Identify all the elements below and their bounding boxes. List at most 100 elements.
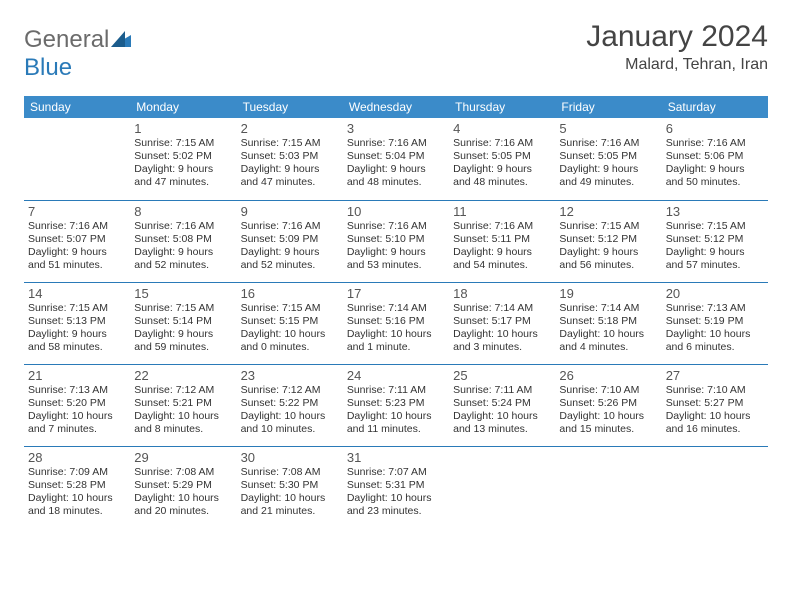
daylight-text: and 13 minutes. [453, 423, 551, 436]
calendar-cell: 16Sunrise: 7:15 AMSunset: 5:15 PMDayligh… [237, 282, 343, 364]
sunrise-text: Sunrise: 7:09 AM [28, 466, 126, 479]
sunrise-text: Sunrise: 7:16 AM [453, 137, 551, 150]
day-number: 10 [347, 204, 445, 219]
sunset-text: Sunset: 5:12 PM [666, 233, 764, 246]
calendar-cell: 6Sunrise: 7:16 AMSunset: 5:06 PMDaylight… [662, 118, 768, 200]
calendar-week-row: 7Sunrise: 7:16 AMSunset: 5:07 PMDaylight… [24, 200, 768, 282]
daylight-text: and 51 minutes. [28, 259, 126, 272]
sunrise-text: Sunrise: 7:13 AM [666, 302, 764, 315]
brand-logo: GeneralBlue [24, 26, 131, 82]
day-number: 3 [347, 121, 445, 136]
calendar-cell: 30Sunrise: 7:08 AMSunset: 5:30 PMDayligh… [237, 446, 343, 528]
calendar-cell: 14Sunrise: 7:15 AMSunset: 5:13 PMDayligh… [24, 282, 130, 364]
location-text: Malard, Tehran, Iran [586, 56, 768, 74]
calendar-cell: 18Sunrise: 7:14 AMSunset: 5:17 PMDayligh… [449, 282, 555, 364]
calendar-cell: 9Sunrise: 7:16 AMSunset: 5:09 PMDaylight… [237, 200, 343, 282]
day-number: 5 [559, 121, 657, 136]
daylight-text: Daylight: 9 hours [28, 328, 126, 341]
daylight-text: Daylight: 10 hours [134, 410, 232, 423]
sunrise-text: Sunrise: 7:15 AM [666, 220, 764, 233]
sunrise-text: Sunrise: 7:11 AM [347, 384, 445, 397]
sunrise-text: Sunrise: 7:16 AM [241, 220, 339, 233]
daylight-text: Daylight: 10 hours [347, 328, 445, 341]
sunset-text: Sunset: 5:20 PM [28, 397, 126, 410]
sunrise-text: Sunrise: 7:16 AM [453, 220, 551, 233]
day-number: 2 [241, 121, 339, 136]
calendar-cell: 8Sunrise: 7:16 AMSunset: 5:08 PMDaylight… [130, 200, 236, 282]
daylight-text: Daylight: 9 hours [666, 246, 764, 259]
month-title: January 2024 [586, 20, 768, 54]
sunset-text: Sunset: 5:11 PM [453, 233, 551, 246]
sunrise-text: Sunrise: 7:14 AM [347, 302, 445, 315]
sunset-text: Sunset: 5:05 PM [453, 150, 551, 163]
calendar-cell [449, 446, 555, 528]
sunset-text: Sunset: 5:19 PM [666, 315, 764, 328]
sunrise-text: Sunrise: 7:16 AM [559, 137, 657, 150]
daylight-text: and 10 minutes. [241, 423, 339, 436]
page-header: GeneralBlue January 2024 Malard, Tehran,… [24, 20, 768, 82]
day-number: 26 [559, 368, 657, 383]
calendar-week-row: 28Sunrise: 7:09 AMSunset: 5:28 PMDayligh… [24, 446, 768, 528]
day-number: 19 [559, 286, 657, 301]
weekday-header: Tuesday [237, 96, 343, 118]
daylight-text: Daylight: 10 hours [28, 492, 126, 505]
sunset-text: Sunset: 5:31 PM [347, 479, 445, 492]
sunset-text: Sunset: 5:27 PM [666, 397, 764, 410]
sunrise-text: Sunrise: 7:10 AM [666, 384, 764, 397]
day-number: 9 [241, 204, 339, 219]
day-number: 4 [453, 121, 551, 136]
weekday-header: Monday [130, 96, 236, 118]
daylight-text: Daylight: 10 hours [559, 328, 657, 341]
daylight-text: and 23 minutes. [347, 505, 445, 518]
calendar-cell: 15Sunrise: 7:15 AMSunset: 5:14 PMDayligh… [130, 282, 236, 364]
day-number: 23 [241, 368, 339, 383]
day-number: 29 [134, 450, 232, 465]
weekday-header: Sunday [24, 96, 130, 118]
weekday-header: Friday [555, 96, 661, 118]
sunrise-text: Sunrise: 7:07 AM [347, 466, 445, 479]
day-number: 22 [134, 368, 232, 383]
sunrise-text: Sunrise: 7:16 AM [347, 220, 445, 233]
daylight-text: Daylight: 9 hours [241, 163, 339, 176]
daylight-text: Daylight: 9 hours [134, 246, 232, 259]
daylight-text: and 58 minutes. [28, 341, 126, 354]
calendar-cell: 5Sunrise: 7:16 AMSunset: 5:05 PMDaylight… [555, 118, 661, 200]
calendar-cell: 26Sunrise: 7:10 AMSunset: 5:26 PMDayligh… [555, 364, 661, 446]
calendar-cell: 10Sunrise: 7:16 AMSunset: 5:10 PMDayligh… [343, 200, 449, 282]
sunset-text: Sunset: 5:04 PM [347, 150, 445, 163]
calendar-cell: 25Sunrise: 7:11 AMSunset: 5:24 PMDayligh… [449, 364, 555, 446]
day-number: 28 [28, 450, 126, 465]
calendar-cell: 2Sunrise: 7:15 AMSunset: 5:03 PMDaylight… [237, 118, 343, 200]
sunset-text: Sunset: 5:26 PM [559, 397, 657, 410]
daylight-text: and 59 minutes. [134, 341, 232, 354]
calendar-week-row: 1Sunrise: 7:15 AMSunset: 5:02 PMDaylight… [24, 118, 768, 200]
sunrise-text: Sunrise: 7:08 AM [134, 466, 232, 479]
weekday-header: Saturday [662, 96, 768, 118]
day-number: 17 [347, 286, 445, 301]
sunrise-text: Sunrise: 7:11 AM [453, 384, 551, 397]
daylight-text: and 53 minutes. [347, 259, 445, 272]
sunset-text: Sunset: 5:28 PM [28, 479, 126, 492]
day-number: 8 [134, 204, 232, 219]
calendar-cell: 17Sunrise: 7:14 AMSunset: 5:16 PMDayligh… [343, 282, 449, 364]
calendar-cell: 23Sunrise: 7:12 AMSunset: 5:22 PMDayligh… [237, 364, 343, 446]
brand-blue: Blue [24, 54, 72, 81]
daylight-text: and 47 minutes. [241, 176, 339, 189]
sunset-text: Sunset: 5:30 PM [241, 479, 339, 492]
sunrise-text: Sunrise: 7:15 AM [241, 302, 339, 315]
sunset-text: Sunset: 5:06 PM [666, 150, 764, 163]
daylight-text: Daylight: 9 hours [28, 246, 126, 259]
sunrise-text: Sunrise: 7:16 AM [28, 220, 126, 233]
calendar-cell: 22Sunrise: 7:12 AMSunset: 5:21 PMDayligh… [130, 364, 236, 446]
daylight-text: and 56 minutes. [559, 259, 657, 272]
daylight-text: Daylight: 9 hours [347, 163, 445, 176]
calendar-cell [555, 446, 661, 528]
title-block: January 2024 Malard, Tehran, Iran [586, 20, 768, 74]
daylight-text: and 49 minutes. [559, 176, 657, 189]
sunrise-text: Sunrise: 7:14 AM [559, 302, 657, 315]
sunset-text: Sunset: 5:18 PM [559, 315, 657, 328]
day-number: 7 [28, 204, 126, 219]
day-number: 21 [28, 368, 126, 383]
day-number: 15 [134, 286, 232, 301]
weekday-header-row: Sunday Monday Tuesday Wednesday Thursday… [24, 96, 768, 118]
